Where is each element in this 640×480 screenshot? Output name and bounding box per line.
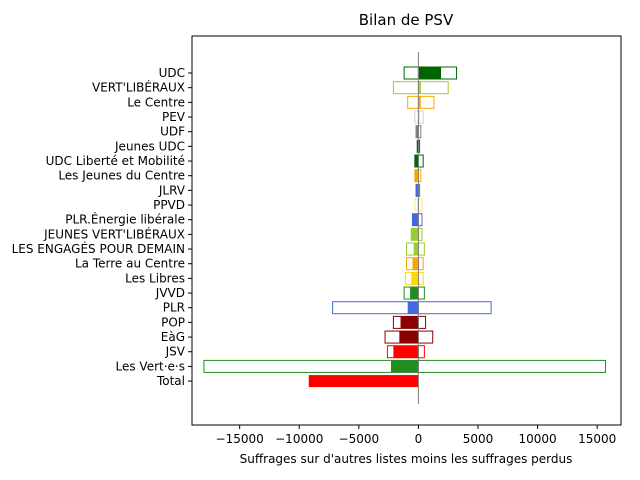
net-bar (407, 301, 419, 314)
x-tick-label: −15000 (216, 432, 264, 446)
net-bar (413, 243, 419, 256)
y-tick-label: Les Vert·e·s (116, 359, 186, 373)
gain-outline-bar (417, 315, 427, 329)
y-tick-label: PLR (163, 301, 185, 315)
loss-outline-bar (403, 66, 419, 80)
gain-outline-bar (417, 257, 424, 271)
gain-outline-bar (417, 286, 425, 300)
chart-title: Bilan de PSV (359, 11, 454, 29)
x-tick-label: −10000 (275, 432, 323, 446)
y-tick-label: VERT'LIBÉRAUX (92, 80, 185, 95)
net-bar (418, 67, 442, 79)
net-bar (412, 213, 419, 226)
net-bar (412, 257, 419, 270)
plot-frame (191, 35, 622, 426)
x-tick-label: 5000 (463, 432, 494, 446)
y-tick-label: EàG (161, 330, 185, 344)
y-tick-label: JLRV (158, 183, 186, 197)
y-tick-label: Les Libres (125, 271, 185, 285)
net-bar (399, 331, 419, 344)
net-bar (308, 375, 419, 388)
y-tick-label: Jeunes UDC (114, 139, 185, 153)
net-bar (418, 81, 421, 94)
net-bar (417, 199, 419, 212)
net-bar (410, 287, 419, 300)
y-tick-label: Le Centre (127, 95, 185, 109)
gain-outline-bar (417, 213, 423, 227)
gain-outline-bar (417, 227, 423, 241)
y-tick-label: JEUNES VERT'LIBÉRAUX (43, 226, 185, 241)
net-bar (416, 125, 419, 138)
net-bar (411, 272, 419, 285)
x-axis-label: Suffrages sur d'autres listes moins les … (240, 452, 573, 466)
gain-outline-bar (417, 271, 424, 285)
gain-outline-bar (417, 242, 425, 256)
x-tick-label: 10000 (518, 432, 556, 446)
y-tick-label: POP (161, 315, 185, 329)
y-tick-label: UDC Liberté et Mobilité (46, 154, 185, 168)
gain-outline-bar (417, 301, 492, 315)
loss-outline-bar (392, 81, 419, 95)
net-bar (391, 360, 419, 373)
net-bar (400, 316, 419, 329)
y-tick-label: La Terre au Centre (75, 257, 185, 271)
y-tick-label: PEV (162, 110, 186, 124)
y-tick-label: JSV (165, 345, 186, 359)
y-tick-label: Les Jeunes du Centre (58, 169, 185, 183)
gain-outline-bar (417, 198, 423, 212)
y-tick-label: UDF (160, 125, 185, 139)
gain-outline-bar (417, 345, 425, 359)
loss-outline-bar (203, 359, 419, 373)
net-bar (414, 155, 419, 168)
net-bar (417, 140, 419, 153)
x-tick-label: 15000 (578, 432, 616, 446)
loss-outline-bar (414, 110, 419, 124)
y-tick-label: PLR.Énergie libérale (65, 212, 185, 227)
net-bar (393, 345, 419, 358)
y-tick-label: JVVD (155, 286, 185, 300)
y-tick-label: LES ENGAGÉS POUR DEMAIN (12, 241, 185, 256)
y-tick-label: UDC (159, 66, 185, 80)
gain-outline-bar (417, 359, 607, 373)
gain-outline-bar (417, 330, 434, 344)
net-bar (418, 96, 421, 109)
net-bar (416, 184, 419, 197)
net-bar (414, 169, 419, 182)
bars-layer (203, 66, 607, 388)
x-tick-label: 0 (415, 432, 423, 446)
y-tick-label: PPVD (153, 198, 185, 212)
x-tick-label: −5000 (339, 432, 380, 446)
x-axis: −15000 −10000 −5000 0 5000 10000 15000 (216, 425, 616, 446)
gain-outline-bar (417, 81, 449, 95)
gain-outline-bar (417, 154, 424, 168)
net-bar (418, 111, 420, 124)
y-tick-label: Total (156, 374, 185, 388)
loss-outline-bar (407, 95, 419, 109)
loss-outline-bar (332, 301, 419, 315)
net-bar (411, 228, 419, 241)
